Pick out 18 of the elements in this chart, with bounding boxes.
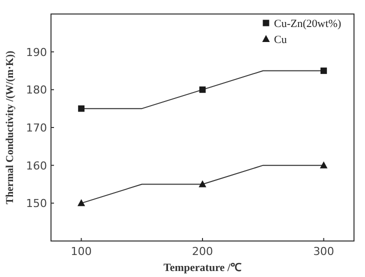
point: [320, 68, 327, 74]
x-axis-title: Temperature /℃: [164, 262, 242, 274]
point: [199, 86, 206, 93]
x-tick-label: 200: [192, 245, 213, 258]
x-tick-label: 300: [313, 245, 334, 258]
y-axis-title: Thermal Conductivity /(W/(m·K)): [5, 50, 16, 204]
point: [78, 105, 84, 112]
x-tick-label: 100: [70, 245, 92, 258]
point: [198, 180, 206, 188]
point: [320, 161, 328, 168]
y-tick-label: 170: [26, 122, 47, 134]
point: [78, 199, 86, 206]
y-tick-label: 150: [26, 197, 47, 210]
legend-label: Cu-Zn(20wt%): [274, 18, 342, 30]
y-tick-label: 180: [26, 84, 47, 97]
y-tick-label: 190: [26, 46, 47, 59]
legend-label: Cu: [274, 34, 288, 46]
y-tick-label: 160: [26, 159, 47, 172]
